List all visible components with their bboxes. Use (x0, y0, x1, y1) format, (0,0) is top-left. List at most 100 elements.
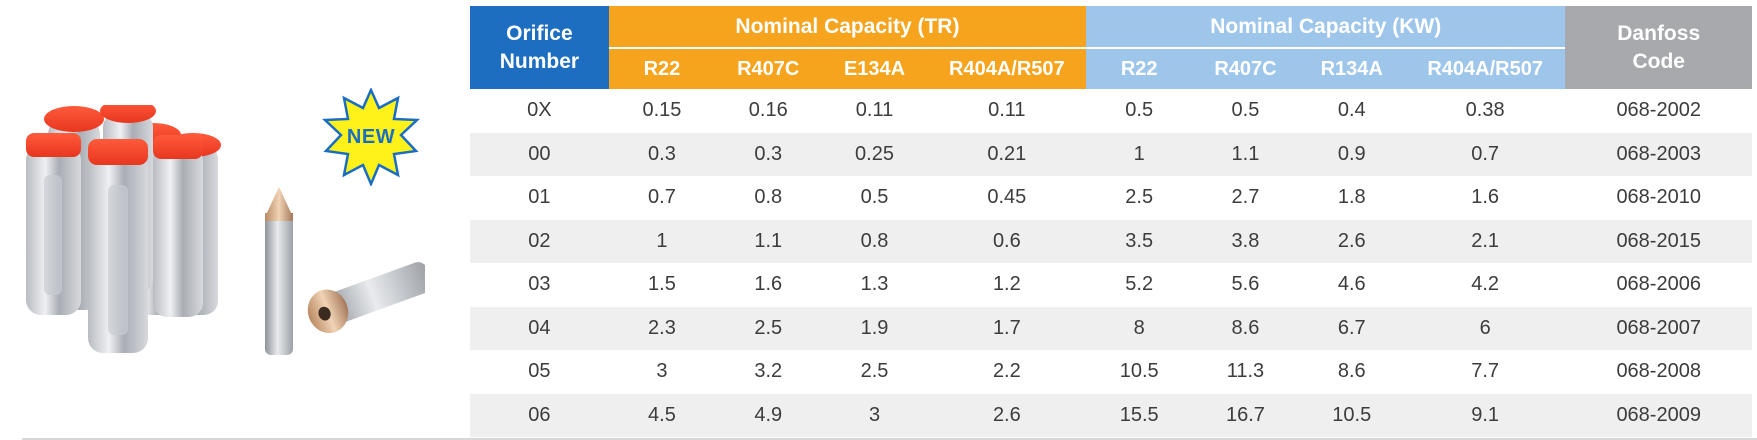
danfoss-code-cell: 068-2015 (1565, 219, 1752, 264)
kw-capacity-cell: 1.1 (1192, 132, 1299, 177)
orifice-number-cell: 03 (470, 263, 609, 307)
tr-capacity-cell: 0.11 (927, 89, 1087, 133)
table-row: 01 0.7 0.8 0.5 0.45 2.5 2.7 1.8 1.6 068-2010 (470, 176, 1752, 220)
code-header-line2: Code (1632, 49, 1685, 73)
table-row: 02 1 1.1 0.8 0.6 3.5 3.8 2.6 2.1 068-2015 (470, 219, 1752, 264)
tr-col-r22: R22 (608, 48, 716, 89)
nominal-capacity-tr-header: Nominal Capacity (TR) (608, 6, 1087, 49)
danfoss-code-cell: 068-2008 (1565, 350, 1752, 394)
tr-capacity-cell: 1.5 (608, 263, 716, 307)
kw-capacity-cell: 1.6 (1404, 176, 1566, 220)
tr-capacity-cell: 3 (608, 350, 716, 394)
tr-capacity-cell: 1.6 (715, 263, 822, 307)
orifice-number-cell: 00 (470, 132, 609, 177)
orifice-header-line2: Number (499, 49, 580, 73)
tr-capacity-cell: 2.2 (927, 350, 1087, 394)
kw-capacity-cell: 9.1 (1404, 393, 1566, 438)
kw-capacity-cell: 7.7 (1404, 350, 1566, 394)
kw-capacity-cell: 5.6 (1192, 263, 1299, 307)
orifice-nozzles-image (265, 187, 425, 355)
bottom-divider (22, 438, 1757, 440)
kw-capacity-cell: 5.2 (1086, 263, 1193, 307)
tr-capacity-cell: 1.3 (821, 263, 928, 307)
kw-capacity-cell: 4.6 (1298, 263, 1405, 307)
danfoss-code-header: Danfoss Code (1565, 6, 1752, 89)
kw-capacity-cell: 0.7 (1404, 132, 1566, 177)
tr-capacity-cell: 1.9 (821, 306, 928, 351)
table-row: 0X 0.15 0.16 0.11 0.11 0.5 0.5 0.4 0.38 068-2002 (470, 89, 1752, 133)
kw-capacity-cell: 2.6 (1298, 219, 1405, 264)
tr-capacity-cell: 2.5 (821, 350, 928, 394)
tr-capacity-cell: 0.6 (927, 219, 1087, 264)
kw-capacity-cell: 0.4 (1298, 89, 1405, 133)
table-row: 03 1.5 1.6 1.3 1.2 5.2 5.6 4.6 4.2 068-2006 (470, 263, 1752, 307)
tr-capacity-cell: 1.2 (927, 263, 1087, 307)
kw-capacity-cell: 2.1 (1404, 219, 1566, 264)
kw-capacity-cell: 10.5 (1086, 350, 1193, 394)
tr-capacity-cell: 0.8 (821, 219, 928, 264)
tr-capacity-cell: 0.3 (608, 132, 716, 177)
tr-capacity-cell: 0.21 (927, 132, 1087, 177)
tr-capacity-cell: 2.6 (927, 393, 1087, 438)
tr-capacity-cell: 0.15 (608, 89, 716, 133)
orifice-vials-image (26, 105, 221, 353)
tr-capacity-cell: 0.7 (608, 176, 716, 220)
tr-capacity-cell: 0.3 (715, 132, 822, 177)
kw-capacity-cell: 2.7 (1192, 176, 1299, 220)
kw-capacity-cell: 0.5 (1086, 89, 1193, 133)
tr-capacity-cell: 0.11 (821, 89, 928, 133)
tr-capacity-cell: 1.1 (715, 219, 822, 264)
kw-capacity-cell: 10.5 (1298, 393, 1405, 438)
orifice-capacity-table: Orifice Number Nominal Capacity (TR) Nom… (470, 6, 1752, 438)
kw-capacity-cell: 3.5 (1086, 219, 1193, 264)
kw-col-r134a: R134A (1298, 48, 1405, 89)
kw-capacity-cell: 0.5 (1192, 89, 1299, 133)
kw-capacity-cell: 1 (1086, 132, 1193, 177)
tr-capacity-cell: 3.2 (715, 350, 822, 394)
new-badge: NEW (321, 86, 421, 188)
tr-capacity-cell: 3 (821, 393, 928, 438)
orifice-number-cell: 04 (470, 306, 609, 351)
orifice-header-line1: Orifice (506, 21, 573, 45)
tr-col-r407c: R407C (715, 48, 822, 89)
table-row: 06 4.5 4.9 3 2.6 15.5 16.7 10.5 9.1 068-2009 (470, 393, 1752, 438)
kw-capacity-cell: 6.7 (1298, 306, 1405, 351)
product-image-area: NEW (0, 0, 470, 440)
kw-col-r404a-r507: R404A/R507 (1404, 48, 1566, 89)
tr-capacity-cell: 2.3 (608, 306, 716, 351)
kw-capacity-cell: 8.6 (1298, 350, 1405, 394)
orifice-number-cell: 06 (470, 393, 609, 438)
tr-capacity-cell: 4.9 (715, 393, 822, 438)
kw-capacity-cell: 15.5 (1086, 393, 1193, 438)
orifice-number-cell: 0X (470, 89, 609, 133)
orifice-number-cell: 01 (470, 176, 609, 220)
kw-capacity-cell: 8 (1086, 306, 1193, 351)
orifice-number-header: Orifice Number (470, 6, 609, 89)
kw-capacity-cell: 6 (1404, 306, 1566, 351)
orifice-number-cell: 02 (470, 219, 609, 264)
kw-col-r407c: R407C (1192, 48, 1299, 89)
danfoss-code-cell: 068-2009 (1565, 393, 1752, 438)
table-row: 00 0.3 0.3 0.25 0.21 1 1.1 0.9 0.7 068-2003 (470, 132, 1752, 177)
kw-col-r22: R22 (1086, 48, 1193, 89)
danfoss-code-cell: 068-2002 (1565, 89, 1752, 133)
kw-capacity-cell: 3.8 (1192, 219, 1299, 264)
starburst-icon (321, 86, 421, 188)
nominal-capacity-kw-header: Nominal Capacity (KW) (1086, 6, 1566, 49)
tr-capacity-cell: 1 (608, 219, 716, 264)
tr-col-e134a: E134A (821, 48, 928, 89)
tr-capacity-cell: 4.5 (608, 393, 716, 438)
kw-capacity-cell: 4.2 (1404, 263, 1566, 307)
tr-capacity-cell: 0.25 (821, 132, 928, 177)
kw-capacity-cell: 16.7 (1192, 393, 1299, 438)
kw-capacity-cell: 8.6 (1192, 306, 1299, 351)
kw-capacity-cell: 0.38 (1404, 89, 1566, 133)
tr-col-r404a-r507: R404A/R507 (927, 48, 1087, 89)
tr-capacity-cell: 0.45 (927, 176, 1087, 220)
tr-capacity-cell: 0.8 (715, 176, 822, 220)
table-row: 04 2.3 2.5 1.9 1.7 8 8.6 6.7 6 068-2007 (470, 306, 1752, 351)
danfoss-code-cell: 068-2007 (1565, 306, 1752, 351)
kw-capacity-cell: 0.9 (1298, 132, 1405, 177)
danfoss-code-cell: 068-2006 (1565, 263, 1752, 307)
code-header-line1: Danfoss (1617, 21, 1701, 45)
